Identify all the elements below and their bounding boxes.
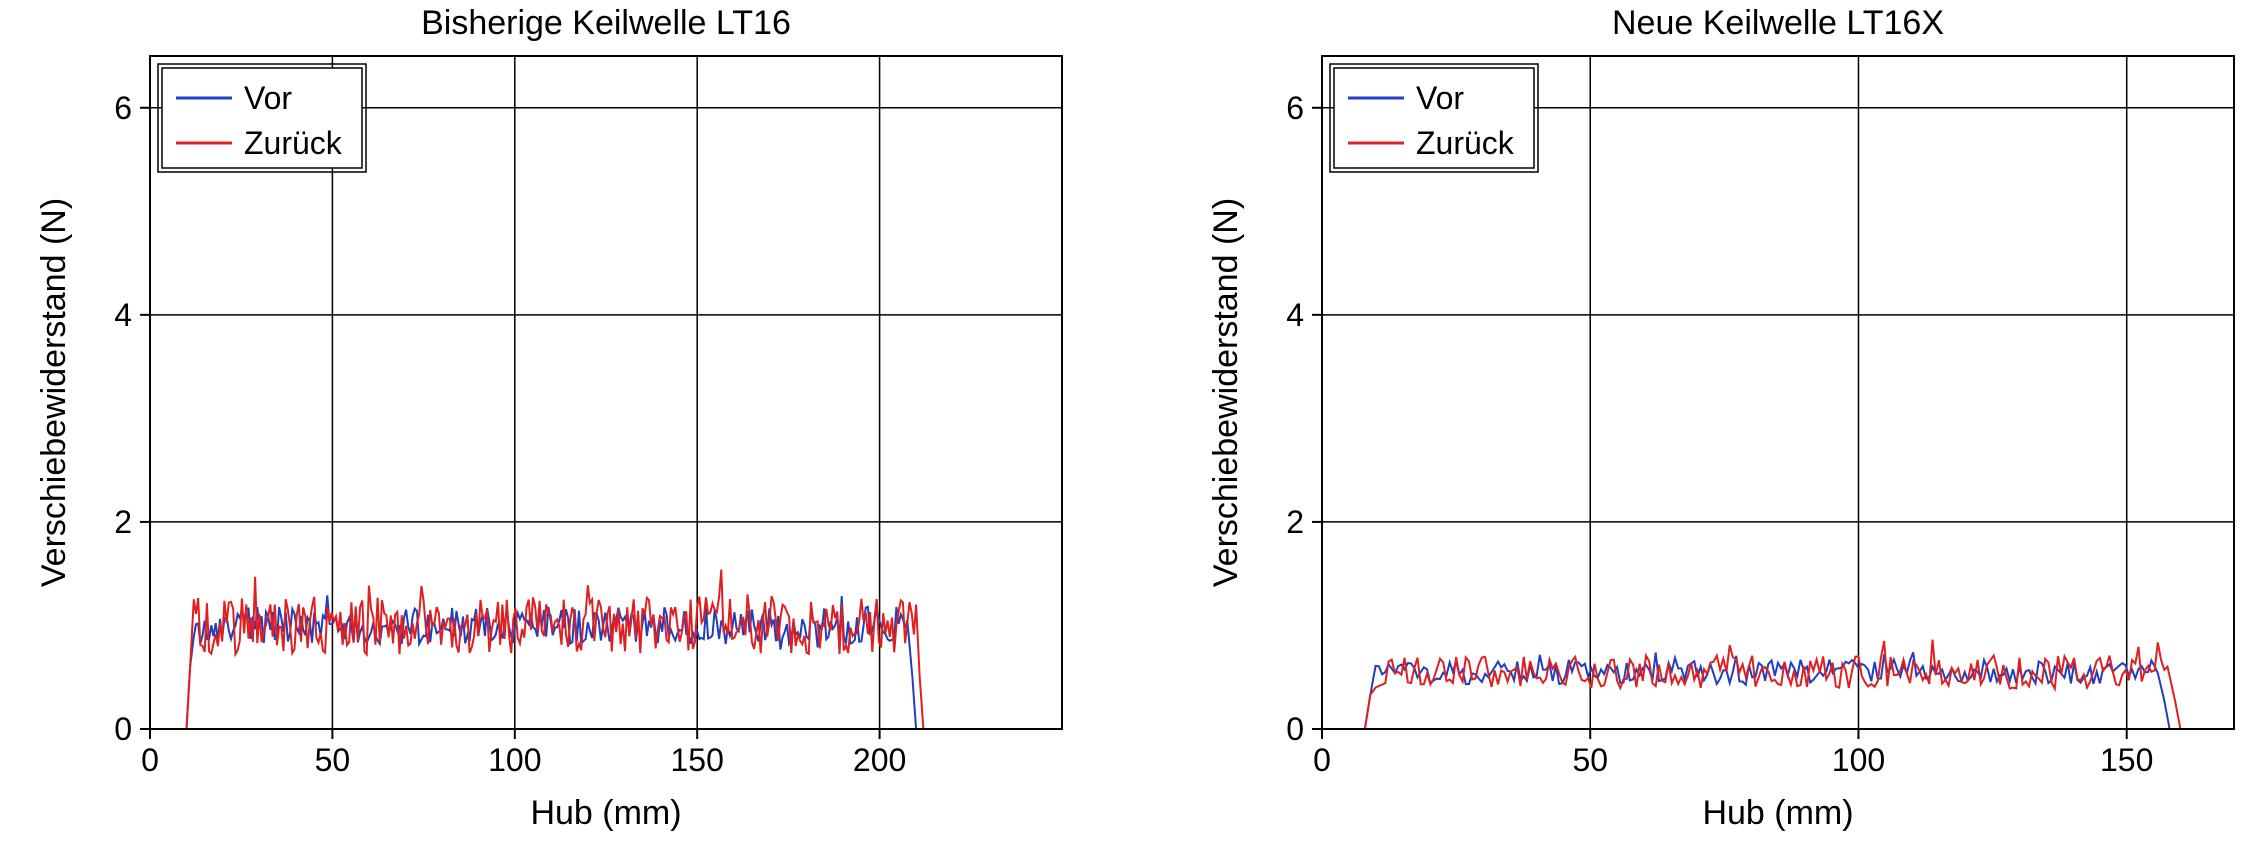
chart-svg: 0 50 100 150 0 2 4 6 Hub (mm) Verschiebewiderstan… bbox=[1172, 0, 2264, 859]
y-axis-label: Verschiebewiderstand (N) bbox=[1207, 198, 1245, 587]
figure-wrap: 0501001502000246Hub (mm)Verschiebewiders… bbox=[0, 0, 2264, 859]
ytick-label: 4 bbox=[1286, 297, 1304, 333]
ytick-label: 0 bbox=[114, 711, 132, 747]
xtick-label: 150 bbox=[671, 742, 724, 778]
chart-svg: 0 50 100 150 200 0 2 4 6 Hub (mm) Verschiebewiders… bbox=[0, 0, 1092, 859]
chart-panel: 0 50 100 150 200 0 2 4 6 Hub (mm) Verschiebewiders… bbox=[0, 0, 1092, 859]
ytick-label: 2 bbox=[1286, 504, 1304, 540]
xtick-label: 100 bbox=[1832, 742, 1885, 778]
xtick-label: 50 bbox=[1572, 742, 1608, 778]
y-axis-label: Verschiebewiderstand (N) bbox=[35, 198, 73, 587]
ytick-label: 4 bbox=[114, 297, 132, 333]
xtick-label: 50 bbox=[315, 742, 351, 778]
xtick-label: 200 bbox=[853, 742, 906, 778]
chart-title: Bisherige Keilwelle LT16 bbox=[421, 4, 791, 42]
x-axis-label: Hub (mm) bbox=[530, 794, 681, 832]
xtick-label: 0 bbox=[141, 742, 159, 778]
legend-label: Zurück bbox=[1416, 125, 1515, 161]
xtick-label: 100 bbox=[488, 742, 541, 778]
ytick-label: 0 bbox=[1286, 711, 1304, 747]
xtick-label: 150 bbox=[2100, 742, 2153, 778]
x-axis-label: Hub (mm) bbox=[1702, 794, 1853, 832]
chart-title: Neue Keilwelle LT16X bbox=[1612, 4, 1944, 42]
chart-panel: 0 50 100 150 0 2 4 6 Hub (mm) Verschiebewiderstan… bbox=[1172, 0, 2264, 859]
xtick-label: 0 bbox=[1313, 742, 1331, 778]
ytick-label: 2 bbox=[114, 504, 132, 540]
ytick-label: 6 bbox=[114, 90, 132, 126]
legend-label: Zurück bbox=[244, 125, 343, 161]
legend-label: Vor bbox=[1416, 80, 1464, 116]
legend-label: Vor bbox=[244, 80, 292, 116]
ytick-label: 6 bbox=[1286, 90, 1304, 126]
